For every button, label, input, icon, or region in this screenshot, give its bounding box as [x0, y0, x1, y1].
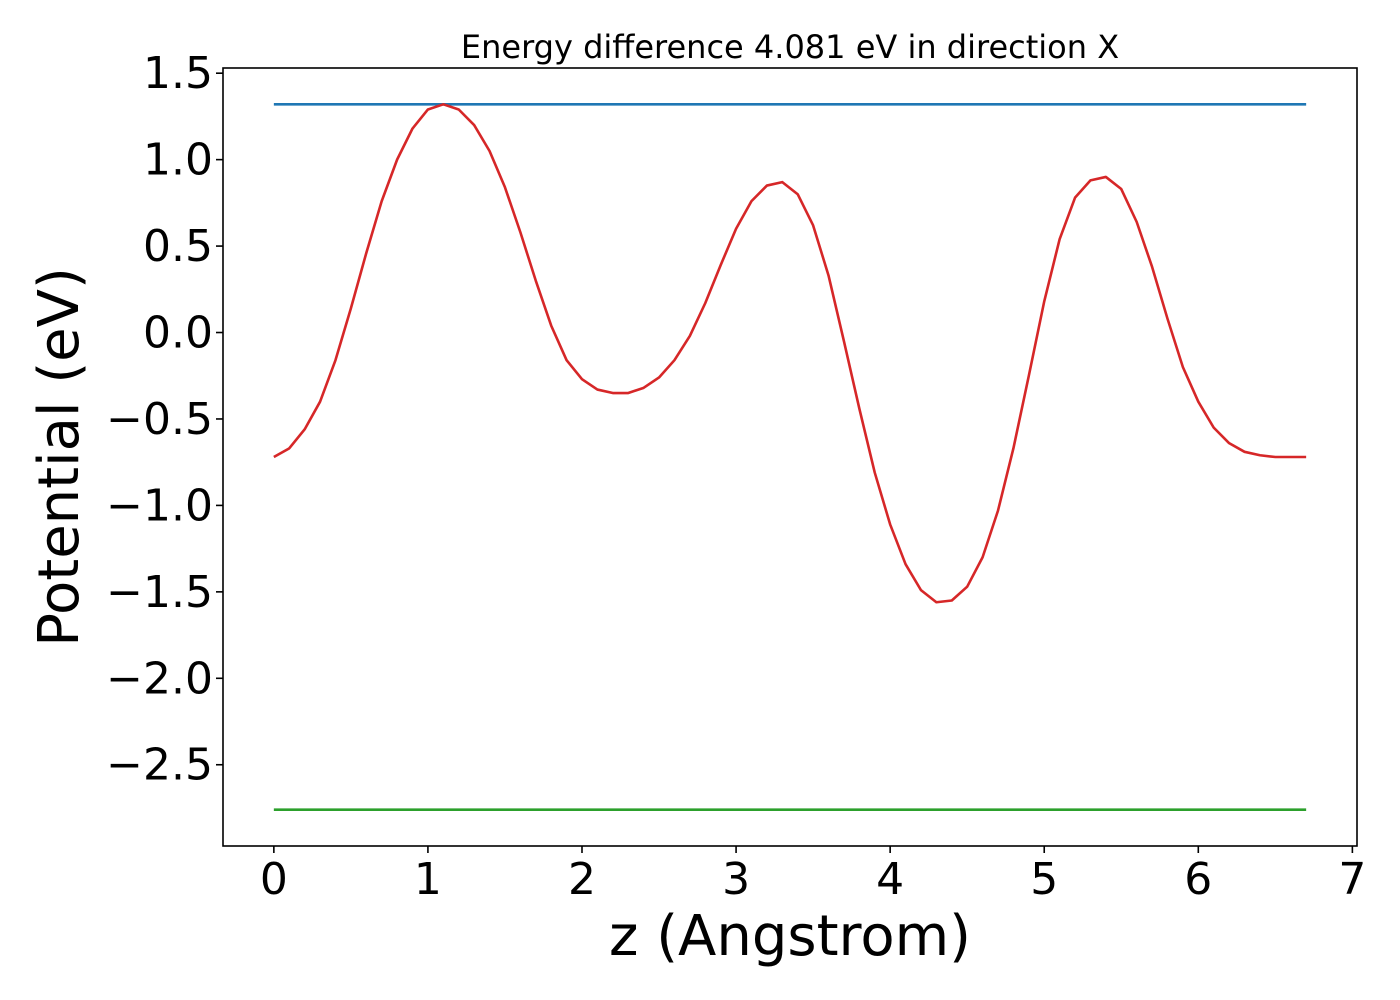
y-tick-label: −2.5: [106, 740, 213, 791]
x-tick-label: 3: [722, 854, 750, 905]
series-line-2: [273, 103, 1307, 604]
y-tick-label: −1.5: [106, 567, 213, 618]
y-tick-label: −1.0: [106, 480, 213, 531]
x-tick-label: 4: [876, 854, 904, 905]
plot-series: [273, 103, 1307, 811]
x-tick-label: 6: [1184, 854, 1212, 905]
plot-frame: [222, 67, 1358, 847]
x-axis-label: z (Angstrom): [609, 904, 971, 969]
y-axis-label: Potential (eV): [27, 267, 92, 647]
y-axis-ticks: 1.5 1.0 0.5 0.0 −0.5 −1.0 −1.5 −2.0 −2.5: [106, 48, 223, 791]
x-tick-label: 1: [414, 854, 442, 905]
y-tick-label: 0.0: [143, 308, 213, 359]
y-tick-label: 0.5: [143, 221, 213, 272]
y-tick-label: 1.0: [143, 135, 213, 186]
y-tick-label: −0.5: [106, 394, 213, 445]
x-axis-ticks: 0 1 2 3 4 5 6 7: [260, 846, 1366, 905]
chart-title: Energy difference 4.081 eV in direction …: [461, 28, 1119, 66]
y-tick-label: 1.5: [143, 48, 213, 99]
y-tick-label: −2.0: [106, 653, 213, 704]
x-tick-label: 2: [568, 854, 596, 905]
x-tick-label: 7: [1338, 854, 1366, 905]
x-tick-label: 0: [260, 854, 288, 905]
x-tick-label: 5: [1030, 854, 1058, 905]
